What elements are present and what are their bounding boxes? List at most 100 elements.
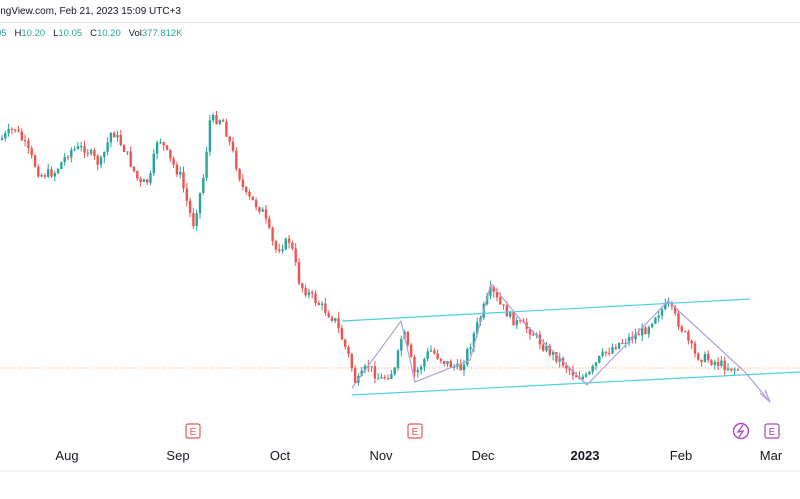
candle-body — [155, 142, 159, 154]
candle-body — [406, 331, 410, 345]
candle-body — [594, 362, 598, 366]
candle-body — [677, 313, 680, 327]
earnings-marker-label: E — [769, 427, 776, 438]
candle-body — [136, 170, 139, 179]
candle-body — [63, 156, 66, 163]
candle-body — [317, 302, 320, 305]
candle-body — [703, 353, 707, 362]
candle-body — [377, 378, 380, 380]
candle-body — [80, 146, 83, 148]
candle-body — [591, 365, 594, 372]
time-axis[interactable]: Aug Sep Oct Nov Dec 2023 Feb Mar — [55, 448, 782, 463]
candle-body — [278, 249, 281, 252]
candle-body — [733, 369, 736, 371]
candle-body — [301, 283, 304, 289]
candle-body — [502, 304, 505, 306]
candle-body — [419, 366, 423, 370]
candle-body — [664, 303, 667, 310]
candle-body — [225, 121, 228, 137]
candle-body — [373, 366, 377, 379]
candle-body — [459, 363, 462, 371]
time-axis-label: Aug — [55, 448, 78, 463]
candle-body — [241, 179, 245, 187]
candle-body — [690, 340, 693, 344]
candle-body — [654, 317, 657, 324]
candle-body — [245, 186, 248, 192]
earnings-marker-icon[interactable]: E — [764, 423, 780, 439]
candle-body — [674, 306, 677, 314]
time-axis-label: Oct — [270, 448, 291, 463]
candle-body — [716, 362, 720, 366]
candle-body — [208, 120, 212, 152]
ohlc-legend: 05 H10.20 L10.05 C10.20 Vol377.812K — [0, 28, 183, 39]
candle-body — [588, 371, 591, 375]
candle-body — [56, 168, 60, 174]
time-axis-label: Dec — [471, 448, 495, 463]
candle-body — [509, 311, 512, 317]
candle-body — [248, 191, 251, 197]
candle-body — [251, 196, 254, 201]
candle-body — [505, 305, 509, 317]
candle-body — [624, 342, 627, 344]
candle-body — [268, 218, 271, 228]
candle-body — [40, 175, 43, 177]
candle-body — [466, 349, 469, 365]
candle-body — [396, 350, 400, 368]
candle-body — [149, 173, 152, 183]
candle-body — [621, 342, 624, 344]
candle-body — [202, 177, 205, 193]
candle-body — [344, 339, 347, 347]
candle-body — [370, 366, 373, 368]
candle-body — [185, 188, 188, 201]
candle-body — [571, 370, 575, 376]
candle-body — [720, 360, 723, 366]
candle-body — [469, 347, 472, 350]
zigzag-pattern-line[interactable] — [351, 282, 771, 403]
earnings-marker-icon[interactable]: E — [407, 423, 423, 439]
flash-event-icon[interactable] — [732, 422, 750, 440]
candle-body — [215, 114, 218, 124]
candle-body — [416, 369, 419, 373]
time-axis-label: 2023 — [571, 448, 600, 463]
candle-body — [472, 333, 476, 348]
arrow-head-icon — [759, 389, 771, 403]
candle-body — [271, 227, 274, 242]
candle-body — [165, 145, 169, 150]
candle-body — [258, 207, 261, 212]
candle-body — [601, 351, 604, 356]
time-axis-label: Mar — [760, 448, 783, 463]
candle-body — [83, 146, 86, 153]
candle-body — [693, 343, 697, 354]
candle-body — [386, 378, 390, 380]
channel-upper-line[interactable] — [341, 298, 751, 322]
candle-body — [146, 179, 149, 183]
candle-body — [680, 326, 683, 332]
candle-body — [324, 303, 327, 313]
candle-body — [710, 360, 713, 365]
candle-body — [499, 297, 502, 305]
candle-body — [713, 362, 716, 365]
candle-body — [337, 318, 340, 329]
candle-body — [730, 368, 733, 371]
candle-body — [390, 374, 393, 380]
candle-body — [70, 149, 73, 158]
candle-body — [542, 344, 545, 351]
channel-lower-line[interactable] — [351, 371, 800, 396]
candle-body — [353, 368, 357, 383]
candle-body — [604, 351, 608, 353]
candle-body — [327, 312, 330, 318]
candle-body — [169, 149, 172, 159]
candle-body — [489, 286, 492, 296]
candle-body — [212, 114, 215, 121]
candle-body — [30, 148, 33, 156]
candle-body — [532, 334, 535, 336]
candle-body — [347, 346, 350, 355]
candle-body — [20, 131, 23, 141]
candle-body — [581, 376, 584, 379]
earnings-marker-icon[interactable]: E — [185, 423, 201, 439]
candle-body — [611, 347, 614, 354]
time-axis-label: Sep — [166, 448, 189, 463]
candle-body — [558, 357, 561, 362]
